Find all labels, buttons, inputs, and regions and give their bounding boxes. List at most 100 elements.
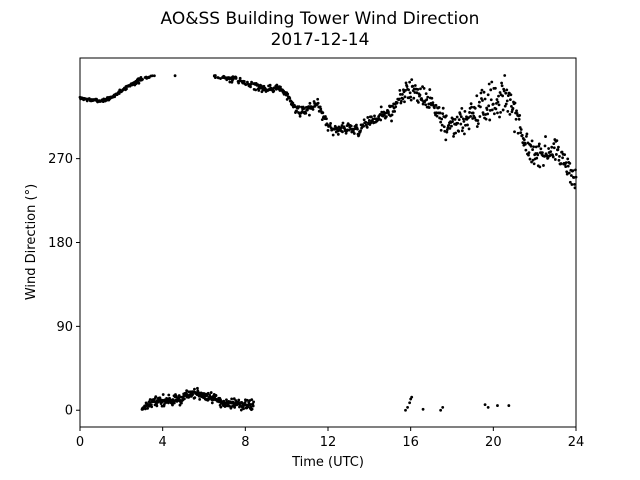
data-point — [456, 121, 460, 125]
data-point — [517, 117, 521, 121]
data-point — [229, 406, 233, 410]
data-point — [564, 161, 568, 164]
data-point — [167, 393, 171, 397]
data-point — [486, 112, 490, 116]
data-point — [297, 105, 301, 109]
data-point — [352, 132, 356, 135]
data-point — [455, 115, 459, 119]
data-point — [438, 111, 442, 115]
data-point — [475, 94, 479, 98]
x-tick-label: 0 — [76, 435, 84, 450]
data-point — [494, 107, 498, 111]
data-point — [410, 395, 414, 399]
data-point — [393, 110, 397, 113]
data-point — [483, 403, 487, 407]
data-point — [491, 102, 495, 106]
data-point — [496, 100, 500, 104]
data-point — [304, 111, 308, 115]
data-point — [308, 113, 311, 117]
data-point — [505, 99, 509, 103]
data-point — [355, 123, 358, 127]
x-tick-label: 16 — [402, 435, 419, 450]
data-points — [78, 74, 578, 412]
y-tick-label: 270 — [48, 152, 73, 167]
data-point — [534, 145, 538, 149]
data-point — [403, 100, 406, 104]
data-point — [213, 76, 217, 79]
data-point — [467, 116, 470, 120]
data-point — [286, 92, 290, 96]
data-point — [210, 401, 214, 405]
data-point — [566, 164, 570, 168]
data-point — [148, 398, 152, 401]
data-point — [476, 122, 480, 126]
data-point — [511, 107, 515, 110]
data-point — [143, 407, 147, 411]
data-point — [410, 78, 414, 82]
data-point — [552, 142, 556, 146]
data-point — [528, 157, 532, 161]
data-point — [307, 105, 311, 108]
data-point — [568, 180, 572, 184]
data-point — [198, 397, 202, 401]
data-point — [331, 133, 335, 137]
data-point — [311, 108, 315, 111]
data-point — [504, 91, 508, 95]
data-point — [536, 153, 540, 157]
data-point — [558, 154, 561, 158]
data-point — [148, 401, 152, 404]
data-point — [537, 144, 541, 148]
data-point — [295, 109, 298, 113]
data-point — [444, 114, 448, 118]
data-point — [439, 120, 443, 124]
data-point — [237, 81, 241, 85]
data-point — [463, 132, 466, 136]
data-point — [233, 406, 237, 409]
data-point — [469, 115, 472, 118]
data-point — [421, 102, 425, 106]
data-point — [438, 116, 441, 120]
x-tick-label: 8 — [241, 435, 249, 450]
data-point — [146, 406, 149, 410]
data-point — [490, 108, 494, 112]
data-point — [318, 105, 322, 109]
data-point — [496, 404, 499, 407]
data-point — [461, 117, 465, 121]
data-point — [554, 153, 558, 156]
data-point — [237, 398, 241, 402]
data-point — [545, 154, 549, 157]
data-point — [450, 124, 453, 128]
y-axis-label: Wind Direction (°) — [24, 184, 39, 300]
data-point — [440, 117, 444, 121]
data-point — [125, 87, 128, 91]
data-point — [150, 405, 154, 409]
data-point — [317, 109, 321, 113]
data-point — [516, 131, 520, 135]
data-point — [568, 162, 572, 165]
data-point — [137, 81, 141, 85]
x-tick-label: 4 — [159, 435, 167, 450]
data-point — [378, 112, 382, 116]
data-point — [503, 104, 507, 108]
data-point — [387, 110, 390, 114]
data-point — [547, 147, 551, 150]
data-point — [153, 74, 156, 78]
data-point — [117, 92, 121, 95]
data-point — [513, 101, 517, 105]
data-point — [459, 115, 463, 119]
data-point — [487, 104, 491, 108]
data-point — [380, 110, 384, 114]
data-point — [359, 129, 362, 133]
data-point — [467, 127, 471, 131]
data-point — [553, 158, 557, 161]
data-point — [573, 182, 576, 186]
data-point — [321, 111, 325, 115]
data-point — [435, 111, 438, 115]
data-point — [543, 144, 547, 148]
data-point — [498, 91, 502, 94]
data-point — [172, 401, 176, 405]
data-point — [543, 154, 546, 158]
data-point — [408, 401, 412, 405]
data-point — [549, 150, 553, 154]
data-point — [257, 89, 261, 92]
